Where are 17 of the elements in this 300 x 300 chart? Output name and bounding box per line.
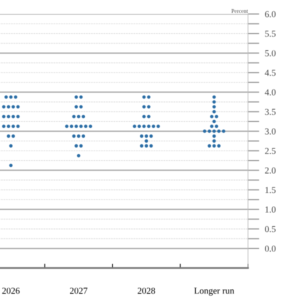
x-tick-label: 2027 [70, 288, 88, 294]
x-tick-label: Longer run [194, 288, 234, 296]
y-tick-label: 2.0 [265, 167, 276, 174]
y-tick-label: 1.0 [265, 206, 276, 213]
y-tick-label: 0.5 [265, 226, 276, 232]
x-tick-label: 2028 [138, 288, 156, 294]
y-tick-label: 1.5 [265, 187, 276, 194]
y-tick-label: 5.5 [265, 30, 276, 37]
x-tick-label: 2026 [2, 288, 20, 294]
y-tick-label: 4.0 [264, 89, 276, 96]
y-tick-label: 0.0 [265, 246, 276, 252]
y-tick-label: 4.5 [264, 70, 276, 76]
y-tick-label: 3.0 [265, 128, 276, 134]
y-tick-label: 5.0 [265, 50, 276, 56]
y-tick-label: 3.5 [265, 108, 276, 115]
y-tick-label: 2.5 [265, 148, 276, 154]
y-tick-label: 6.0 [265, 11, 276, 18]
